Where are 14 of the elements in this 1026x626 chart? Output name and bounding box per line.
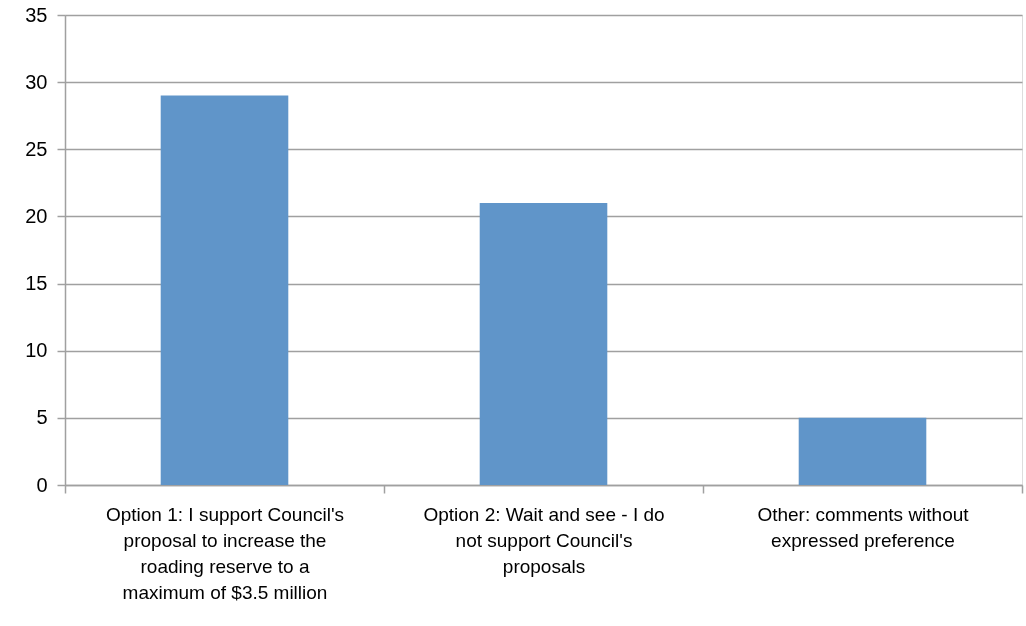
y-tick-label: 5 bbox=[36, 406, 48, 429]
bar bbox=[479, 203, 608, 485]
x-tick-label: Option 2: Wait and see - I do not support Council's proposals bbox=[423, 503, 665, 577]
bar bbox=[160, 95, 289, 485]
y-tick-label: 35 bbox=[25, 3, 48, 26]
y-tick-label: 30 bbox=[25, 70, 48, 93]
y-tick-label: 15 bbox=[25, 272, 48, 295]
y-tick-label: 10 bbox=[25, 339, 48, 362]
x-tick-label: Other: comments without expressed preference bbox=[757, 503, 970, 551]
y-tick-label: 0 bbox=[36, 473, 48, 496]
y-tick-label: 20 bbox=[25, 204, 48, 227]
y-tick-label: 25 bbox=[25, 137, 48, 160]
bar bbox=[798, 417, 927, 485]
x-tick-label: Option 1: I support Council's proposal to increase the roading reserve to a maximum of $3.5 million bbox=[105, 503, 345, 603]
